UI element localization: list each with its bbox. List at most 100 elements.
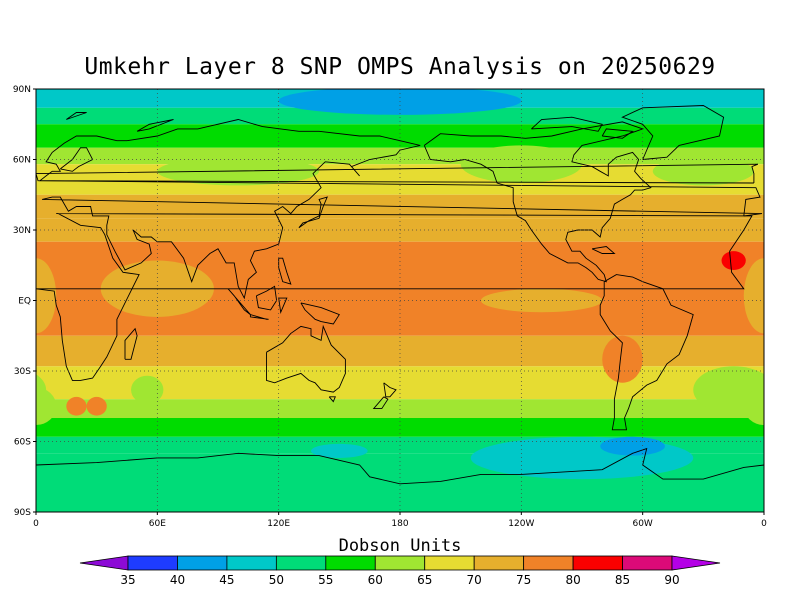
coastline [768,120,800,299]
coastline [601,128,634,139]
field-blob [86,396,107,416]
field-band [36,418,764,437]
colorbar-box [374,555,426,571]
colorbar-label: 80 [565,573,580,587]
coastline [763,173,764,176]
colorbar-label: 50 [269,573,284,587]
lat-tick-label: 30N [13,226,31,236]
colorbar-box [572,555,623,571]
lon-tick-label: 0 [761,519,767,529]
colorbar-box [622,555,673,571]
coastline [249,314,269,320]
field-band [36,399,764,418]
field-blob [131,375,164,404]
grid-lines [36,89,764,512]
colorbar: 35 40 45 50 55 60 65 70 75 80 85 90 [79,555,721,587]
coastline [383,382,397,398]
lon-tick-label: 60E [149,519,166,529]
coastline [278,297,288,314]
field-blob [794,397,800,416]
colorbar-box [473,555,525,571]
lat-tick-label: 90S [14,508,31,518]
colorbar-high-arrow [671,555,721,571]
lat-tick-label: EQ [18,297,31,307]
lat-tick-label: 90N [13,85,31,95]
lat-tick-label: 60S [14,438,31,448]
lon-tick-label: 60W [632,519,652,529]
coastline [328,396,336,403]
colorbar-label: 90 [664,573,679,587]
lon-tick-label: 120E [267,519,290,529]
field-blob [460,145,582,183]
coastline [599,274,694,431]
lon-tick-label: 120W [508,519,534,529]
coastline [763,464,764,512]
coastline [136,119,174,132]
lat-tick-label: 30S [14,367,31,377]
coastline [38,119,763,300]
colorbar-label: 35 [120,573,135,587]
coastline [763,288,764,290]
lon-axis: 0 60E 120E 180 120W 60W 0 [33,512,767,529]
field-blob [66,396,87,416]
colorbar-box [226,555,277,571]
coastline [531,116,603,132]
colorbar-box [325,555,376,571]
colorbar-label: 70 [467,573,482,587]
coastline [0,120,34,299]
coastline [124,327,138,360]
colorbar-label: 55 [318,573,333,587]
colorbar-box [177,555,228,571]
field-blob [480,288,603,313]
colorbar-low-arrow [79,555,129,571]
field-band [36,107,764,125]
coastline [60,147,94,172]
lon-tick-label: 180 [391,519,408,529]
coastline [278,257,292,285]
coastline [423,121,652,283]
field-blob [721,251,746,270]
coastline [36,464,37,512]
colorbar-title: Dobson Units [338,536,462,556]
coastline [36,447,764,512]
colorbar-box [275,555,327,571]
field-blob [36,387,57,426]
coastline [36,213,753,381]
colorbar-box [424,555,475,571]
field-blob [36,258,57,334]
colorbar-label: 45 [219,573,234,587]
coastline [621,105,725,160]
coastline [788,148,800,172]
field-blob [311,443,368,458]
coastline [36,163,759,184]
coastline [66,112,87,120]
coastline [227,288,251,315]
lat-tick-label: 60N [13,156,31,166]
colorbar-label: 85 [615,573,630,587]
coastline [0,164,30,183]
coastline [298,196,328,229]
field-band [36,124,764,148]
coastline [794,113,800,120]
chart-title: Umkehr Layer 8 SNP OMPS Analysis on 2025… [84,54,716,80]
colorbar-label: 65 [417,573,432,587]
coastlines [0,105,800,512]
field-blob [339,293,502,332]
lat-axis: 90N 60N 30N EQ 30S 60S 90S [13,85,36,518]
colorbar-box [127,555,178,571]
colorbar-label: 40 [170,573,185,587]
coastline [300,302,340,325]
field-blob [600,436,665,456]
field-blob [743,387,764,426]
coastline [372,396,389,410]
field-blob [278,89,522,115]
colorbar-label: 60 [368,573,383,587]
field-blob [743,258,764,334]
lon-tick-label: 0 [33,519,39,529]
field-blob [0,251,18,270]
field-blob [652,157,754,186]
colorbar-label: 75 [516,573,531,587]
coastline [591,246,616,254]
colorbar-box [523,555,574,571]
